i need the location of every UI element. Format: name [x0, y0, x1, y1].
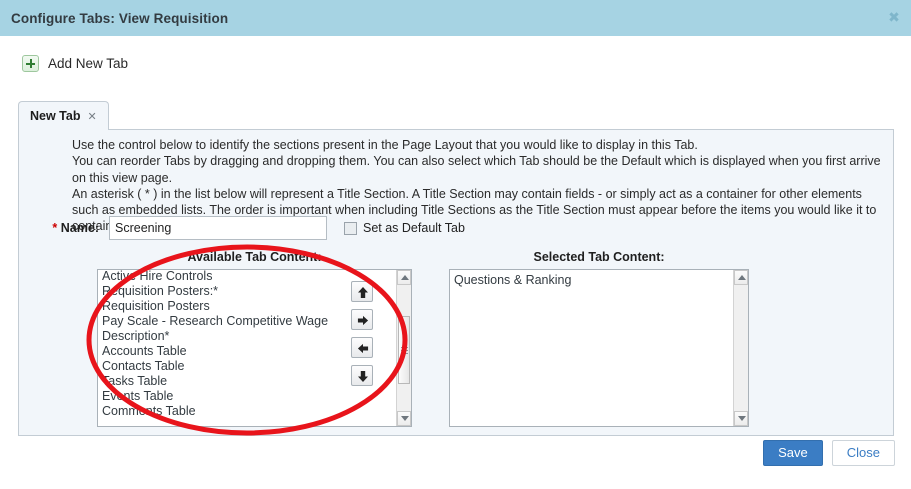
set-default-tab-group[interactable]: Set as Default Tab [344, 221, 465, 235]
list-item[interactable]: Events Table [102, 389, 174, 403]
dialog-title: Configure Tabs: View Requisition [11, 10, 229, 26]
scroll-up-icon[interactable] [734, 270, 748, 285]
name-field-row: * Name: Set as Default Tab [27, 216, 465, 240]
name-input[interactable] [109, 216, 327, 240]
instructions-line-3: An asterisk ( * ) in the list below will… [72, 186, 877, 234]
add-new-tab-label: Add New Tab [48, 56, 129, 71]
available-list-scrollbar[interactable] [396, 270, 411, 426]
set-default-tab-checkbox[interactable] [344, 221, 357, 235]
selected-tab-content-listbox[interactable]: Questions & Ranking [449, 269, 749, 427]
close-button[interactable]: Close [831, 440, 895, 466]
required-marker: * [52, 221, 58, 235]
selected-tab-content-heading: Selected Tab Content: [533, 250, 665, 264]
scrollbar-thumb[interactable] [398, 316, 410, 384]
set-default-tab-label: Set as Default Tab [363, 221, 465, 235]
instructions-line-2: You can reorder Tabs by dragging and dro… [72, 154, 881, 185]
move-up-button[interactable] [351, 281, 373, 302]
transfer-buttons-group [351, 281, 373, 386]
tab-close-icon[interactable]: ✕ [87, 109, 97, 123]
tab-active-mask [19, 128, 103, 130]
name-label: * Name: [27, 221, 99, 235]
scroll-down-icon[interactable] [397, 411, 411, 426]
scroll-up-icon[interactable] [397, 270, 411, 285]
available-tab-content-heading: Available Tab Content: [187, 250, 322, 264]
scrollbar-grip-icon [401, 347, 408, 354]
tab-new-tab[interactable]: New Tab ✕ [18, 101, 109, 130]
add-new-tab-button[interactable]: Add New Tab [22, 55, 128, 72]
save-button[interactable]: Save [763, 440, 823, 466]
dialog-footer: Save Close [763, 440, 895, 466]
arrow-up-icon [358, 287, 368, 298]
plus-icon [22, 55, 39, 72]
tab-label: New Tab [30, 109, 81, 123]
scroll-down-icon[interactable] [734, 411, 748, 426]
move-left-button[interactable] [351, 337, 373, 358]
instructions-block: Use the control below to identify the se… [72, 137, 884, 235]
selected-tab-content-column: Selected Tab Content: Questions & Rankin… [449, 250, 749, 427]
arrow-left-icon [357, 343, 369, 354]
list-item[interactable]: Questions & Ranking [454, 273, 572, 287]
name-label-text: Name: [60, 221, 99, 235]
move-right-button[interactable] [351, 309, 373, 330]
tab-content-panel: Use the control below to identify the se… [18, 129, 894, 436]
arrow-right-icon [357, 315, 369, 326]
move-down-button[interactable] [351, 365, 373, 386]
list-item[interactable]: Comments Table [102, 404, 196, 418]
selected-list-items: Questions & Ranking [450, 270, 733, 426]
arrow-down-icon [358, 371, 368, 382]
instructions-line-1: Use the control below to identify the se… [72, 138, 698, 152]
tab-strip: New Tab ✕ [18, 101, 109, 130]
dialog-titlebar: Configure Tabs: View Requisition ✖ [0, 0, 911, 36]
selected-list-scrollbar[interactable] [733, 270, 748, 426]
close-icon[interactable]: ✖ [888, 10, 900, 26]
